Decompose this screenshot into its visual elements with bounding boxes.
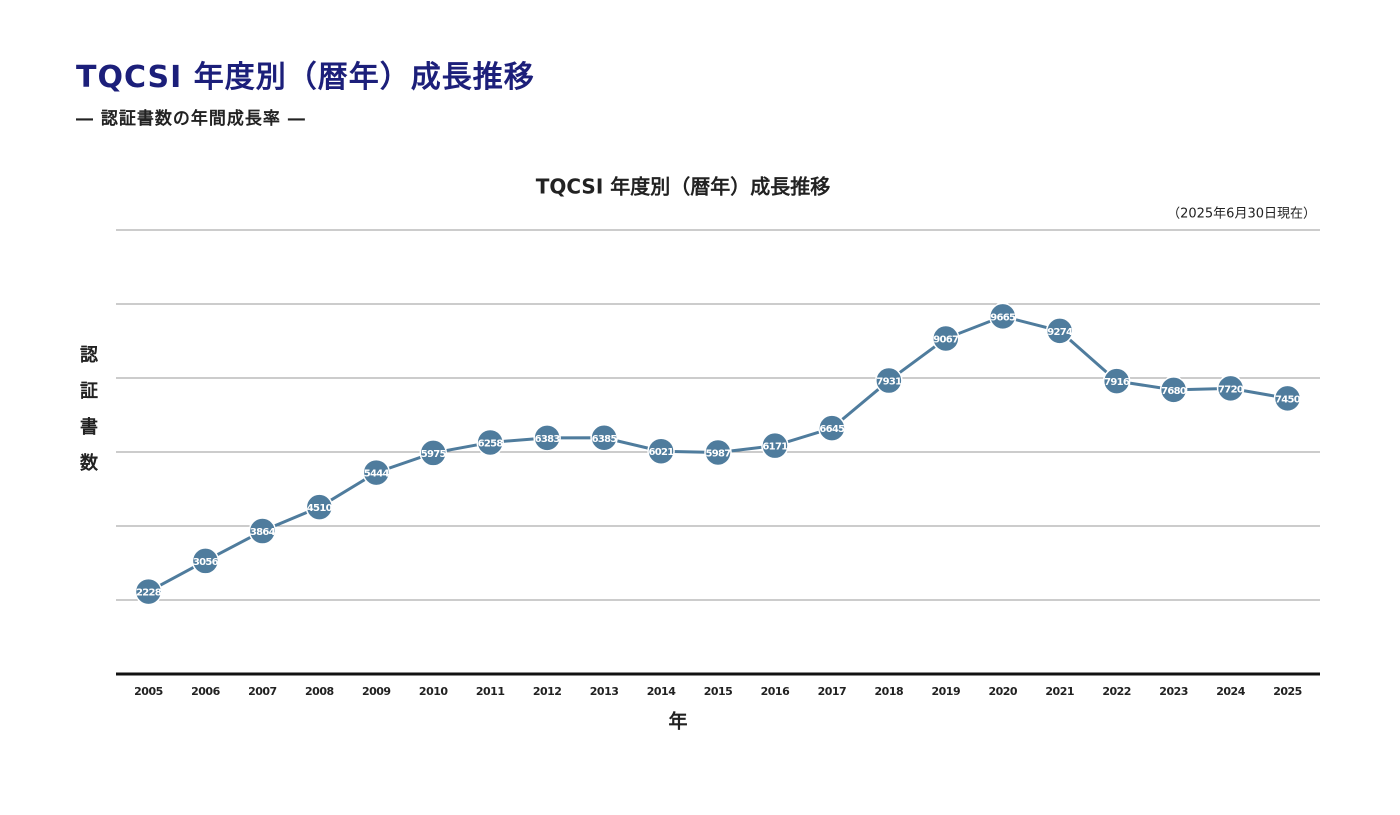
data-point: [704, 438, 732, 467]
data-point: [1102, 367, 1131, 395]
data-label: 5444: [364, 469, 390, 480]
data-label: 6021: [649, 447, 675, 458]
x-axis-label: 年: [668, 710, 687, 733]
data-point: [248, 517, 277, 545]
y-axis-label: 認証書数: [77, 345, 98, 489]
data-label: 7450: [1275, 394, 1301, 405]
data-point: [533, 424, 561, 452]
x-tick-label: 2006: [191, 685, 220, 698]
x-tick-label: 2012: [533, 685, 562, 698]
x-tick-label: 2008: [305, 685, 334, 698]
data-point: [647, 437, 675, 465]
data-point: [1273, 384, 1302, 413]
data-label: 5975: [421, 449, 447, 460]
data-label: 7916: [1104, 377, 1130, 388]
data-point: [476, 428, 504, 457]
x-tick-label: 2014: [647, 685, 676, 698]
x-tick-label: 2024: [1216, 685, 1245, 698]
data-label: 2228: [136, 588, 162, 599]
x-tick-label: 2023: [1159, 685, 1188, 698]
data-label: 9067: [933, 335, 959, 346]
annotation: （2025年6月30日現在）: [1167, 207, 1316, 222]
x-tick-label: 2017: [818, 685, 847, 698]
chart-title: TQCSI 年度別（暦年）成長推移: [536, 175, 831, 199]
data-label: 6171: [762, 442, 788, 453]
data-point: [134, 577, 163, 606]
x-tick-label: 2007: [248, 685, 277, 698]
data-label: 3864: [250, 527, 276, 538]
page-title: TQCSI 年度別（暦年）成長推移: [76, 60, 535, 95]
x-tick-label: 2015: [704, 685, 733, 698]
data-label: 4510: [307, 503, 333, 514]
data-label: 6383: [535, 434, 561, 445]
data-label: 9665: [990, 312, 1016, 323]
data-label: 6258: [478, 438, 504, 449]
data-label: 9274: [1047, 327, 1073, 338]
data-point: [875, 366, 903, 395]
x-tick-label: 2005: [134, 685, 163, 698]
data-point: [305, 493, 334, 521]
data-point: [1159, 376, 1188, 404]
data-label: 7720: [1218, 384, 1244, 395]
data-point: [1216, 374, 1245, 403]
data-point: [362, 458, 391, 487]
data-point: [932, 324, 960, 353]
x-tick-label: 2025: [1273, 685, 1302, 698]
data-point: [989, 302, 1017, 331]
page-subtitle: ― 認証書数の年間成長率 ―: [76, 109, 306, 129]
data-label: 3056: [193, 557, 219, 568]
x-tick-label: 2009: [362, 685, 391, 698]
x-tick-label: 2018: [875, 685, 904, 698]
data-label: 7680: [1161, 386, 1187, 397]
x-tick-label: 2019: [931, 685, 960, 698]
data-label: 7931: [876, 377, 902, 388]
data-label: 6385: [592, 434, 618, 445]
x-tick-label: 2010: [419, 685, 448, 698]
x-tick-label: 2013: [590, 685, 619, 698]
x-tick-label: 2020: [988, 685, 1017, 698]
data-point: [590, 424, 618, 452]
x-tick-label: 2011: [476, 685, 505, 698]
data-point: [761, 431, 789, 460]
data-point: [191, 547, 220, 575]
x-tick-label: 2016: [761, 685, 790, 698]
data-point: [818, 414, 846, 442]
x-tick-label: 2021: [1045, 685, 1074, 698]
data-label: 5987: [705, 448, 731, 459]
data-point: [419, 439, 447, 467]
x-tick-label: 2022: [1102, 685, 1131, 698]
data-point: [1045, 317, 1074, 345]
data-label: 6645: [819, 424, 845, 435]
